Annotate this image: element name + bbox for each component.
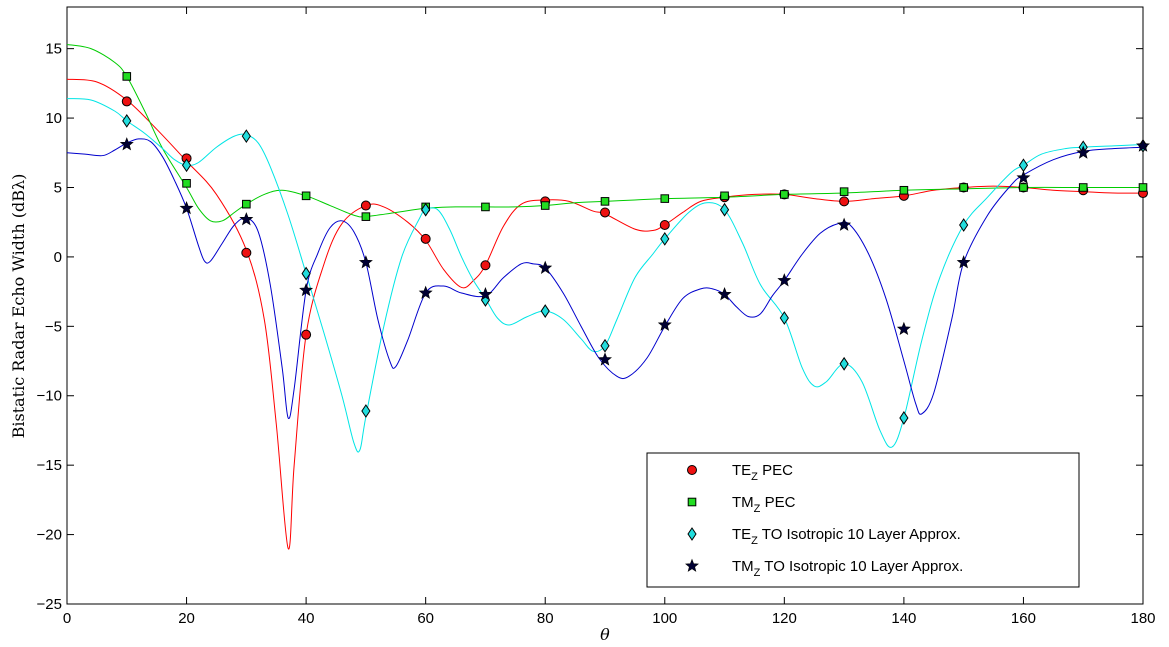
data-point bbox=[1078, 183, 1088, 192]
y-tick-label: 10 bbox=[45, 110, 62, 127]
x-tick-label: 100 bbox=[652, 610, 677, 627]
legend-marker bbox=[687, 465, 697, 475]
data-point bbox=[241, 247, 252, 258]
data-point bbox=[717, 287, 732, 301]
data-point bbox=[179, 200, 194, 215]
data-point bbox=[540, 304, 550, 318]
data-point bbox=[239, 212, 254, 226]
x-tick-label: 0 bbox=[63, 610, 71, 627]
x-axis-label: θ bbox=[600, 625, 610, 644]
legend-label: TMZ PEC bbox=[732, 494, 796, 515]
x-tick-label: 160 bbox=[1011, 610, 1036, 627]
x-tick-label: 60 bbox=[417, 610, 434, 627]
series-3 bbox=[66, 138, 1144, 420]
data-point bbox=[299, 282, 314, 297]
data-point bbox=[719, 202, 730, 217]
data-point bbox=[837, 217, 852, 231]
data-point bbox=[360, 200, 371, 211]
data-point bbox=[600, 338, 610, 353]
y-tick-label: −5 bbox=[45, 318, 62, 335]
data-point bbox=[660, 231, 670, 246]
x-tick-label: 120 bbox=[772, 610, 797, 627]
data-point bbox=[959, 218, 969, 232]
data-point bbox=[598, 352, 612, 366]
data-point bbox=[660, 194, 670, 203]
data-point bbox=[896, 321, 911, 336]
legend-box bbox=[646, 452, 1080, 588]
x-tick-label: 180 bbox=[1130, 610, 1155, 627]
x-tick-label: 40 bbox=[298, 610, 315, 627]
data-point bbox=[899, 185, 909, 195]
data-point bbox=[358, 255, 373, 269]
data-point bbox=[1019, 183, 1028, 192]
data-point bbox=[600, 197, 610, 206]
y-tick-label: −10 bbox=[37, 388, 62, 405]
data-point bbox=[839, 196, 850, 207]
data-point bbox=[421, 202, 431, 217]
data-point bbox=[241, 129, 251, 144]
legend-label: TEZ PEC bbox=[732, 462, 793, 483]
data-point bbox=[899, 411, 909, 425]
data-point bbox=[538, 260, 553, 274]
data-point bbox=[780, 190, 789, 199]
y-axis: −25 −20 −15 −10 −5 0 5 10 15 bbox=[37, 41, 1143, 613]
data-point bbox=[839, 356, 849, 371]
data-point bbox=[540, 201, 550, 210]
data-point bbox=[720, 191, 729, 201]
data-point bbox=[1138, 183, 1148, 192]
series-line bbox=[66, 138, 1144, 420]
data-point bbox=[657, 317, 672, 331]
x-axis: 0 20 40 60 80 100 120 140 160 180 bbox=[63, 7, 1156, 627]
data-point bbox=[478, 287, 493, 301]
data-point bbox=[779, 311, 789, 325]
y-tick-label: 5 bbox=[54, 179, 62, 196]
legend-marker bbox=[685, 558, 699, 572]
data-point bbox=[301, 191, 311, 201]
legend-marker bbox=[687, 527, 697, 541]
data-point bbox=[361, 212, 371, 221]
data-point bbox=[956, 255, 971, 269]
y-tick-label: −20 bbox=[37, 527, 62, 544]
data-point bbox=[600, 207, 610, 218]
data-point bbox=[301, 266, 311, 281]
data-point bbox=[122, 72, 132, 81]
y-axis-label: Bistatic Radar Echo Width (dBλ) bbox=[9, 174, 28, 439]
data-point bbox=[1136, 138, 1150, 152]
series-markers-3 bbox=[119, 137, 1150, 366]
data-point bbox=[242, 199, 251, 209]
data-point bbox=[119, 137, 134, 151]
legend-marker bbox=[687, 497, 697, 507]
y-tick-label: 0 bbox=[54, 249, 62, 266]
x-tick-label: 20 bbox=[178, 610, 195, 627]
data-point bbox=[1076, 145, 1091, 159]
data-point bbox=[481, 202, 490, 212]
data-point bbox=[659, 219, 670, 230]
data-point bbox=[122, 113, 132, 128]
data-point bbox=[121, 96, 132, 107]
y-tick-label: 15 bbox=[45, 41, 62, 58]
legend-label: TEZ TO Isotropic 10 Layer Approx. bbox=[732, 526, 961, 547]
legend-label: TMZ TO Isotropic 10 Layer Approx. bbox=[732, 558, 963, 579]
data-point bbox=[181, 158, 192, 173]
data-point bbox=[420, 233, 431, 244]
data-point bbox=[480, 260, 491, 271]
data-point bbox=[418, 285, 433, 299]
legend: TEZ PEC TMZ PEC TEZ TO Isotropic 10 Layer … bbox=[646, 452, 1080, 588]
x-tick-label: 140 bbox=[891, 610, 916, 627]
data-point bbox=[1016, 170, 1031, 184]
data-point bbox=[182, 179, 191, 188]
x-tick-label: 80 bbox=[537, 610, 554, 627]
data-point bbox=[777, 273, 792, 287]
y-tick-label: −15 bbox=[37, 457, 62, 474]
data-point bbox=[361, 404, 371, 418]
data-point bbox=[301, 329, 312, 340]
series-layer bbox=[66, 43, 1150, 550]
data-point bbox=[959, 183, 968, 192]
y-tick-label: −25 bbox=[37, 596, 62, 613]
data-point bbox=[839, 187, 849, 196]
